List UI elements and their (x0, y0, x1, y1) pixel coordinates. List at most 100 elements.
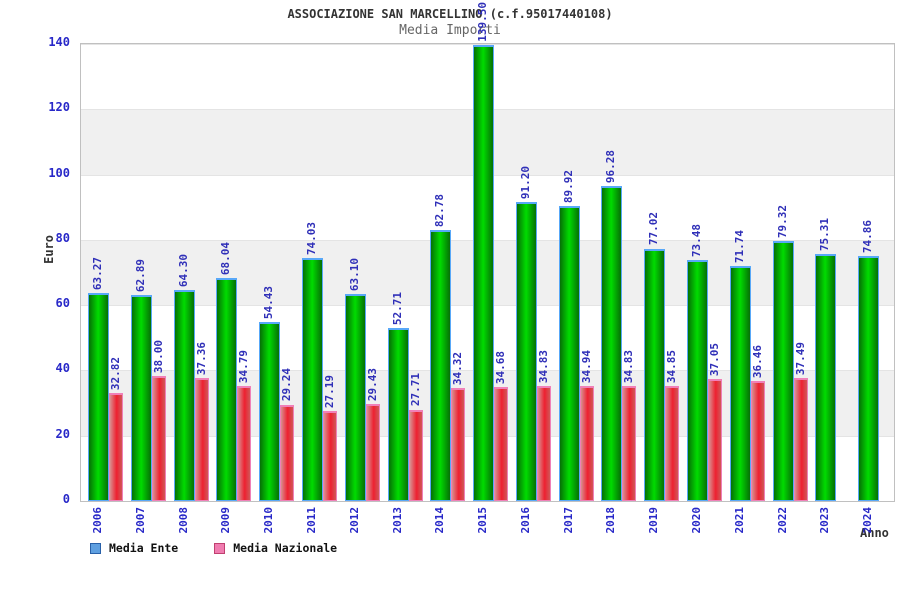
x-tick-label-2023: 2023 (818, 507, 832, 534)
bar-media-nazionale-2012 (365, 403, 380, 501)
value-label-media-nazionale-2013: 27.71 (408, 373, 422, 407)
value-label-media-ente-2020: 73.48 (690, 224, 704, 258)
bar-media-nazionale-2022 (793, 377, 808, 501)
bar-media-ente-2012 (344, 294, 366, 501)
x-tick-label-2009: 2009 (219, 507, 233, 534)
bar-media-ente-2008 (173, 290, 195, 501)
value-label-media-nazionale-2012: 29.43 (365, 367, 379, 401)
y-tick-label: 0 (62, 492, 70, 506)
legend-label-media-ente: Media Ente (109, 541, 179, 555)
legend-label-media-nazionale: Media Nazionale (233, 541, 338, 555)
value-label-media-nazionale-2019: 34.85 (665, 350, 679, 384)
value-label-media-nazionale-2020: 37.05 (708, 342, 722, 377)
bar-media-ente-2010 (259, 322, 281, 501)
value-label-media-nazionale-2006: 32.82 (109, 356, 122, 390)
legend-item-media-ente: Media Ente (90, 541, 178, 555)
value-label-media-nazionale-2007: 38.00 (151, 339, 165, 373)
bar-media-nazionale-2016 (536, 386, 551, 501)
value-label-media-ente-2022: 79.32 (775, 204, 789, 239)
value-label-media-nazionale-2014: 34.32 (451, 351, 465, 385)
value-label-media-ente-2019: 77.02 (647, 212, 661, 246)
x-tick-label-2021: 2021 (732, 507, 746, 534)
value-label-media-ente-2012: 63.10 (347, 257, 361, 292)
bar-media-ente-2019 (644, 248, 666, 501)
value-label-media-ente-2016: 91.20 (518, 166, 532, 200)
value-label-media-nazionale-2022: 37.49 (793, 341, 807, 375)
x-tick-label-2006: 2006 (91, 507, 104, 534)
bar-media-nazionale-2006 (109, 392, 123, 501)
value-label-media-ente-2021: 71.74 (732, 229, 746, 263)
chart-subtitle: Media Importi (399, 23, 501, 38)
bar-media-ente-2018 (601, 185, 623, 501)
x-tick-label-2014: 2014 (433, 507, 447, 534)
legend-swatch-media-ente (90, 542, 101, 554)
y-tick-label: 40 (55, 361, 70, 376)
y-tick-label: 140 (48, 35, 70, 49)
bar-media-nazionale-2014 (451, 387, 466, 501)
bar-media-nazionale-2008 (194, 378, 209, 501)
plot-area: 63.27 32.82 2006 62.89 38.00 2007 64.30 37.36 20… (80, 2, 895, 534)
bar-media-nazionale-2010 (280, 404, 295, 501)
bar-media-ente-2024 (858, 255, 880, 501)
bar-media-nazionale-2011 (322, 411, 337, 501)
x-tick-label-2007: 2007 (133, 507, 147, 534)
value-label-media-ente-2014: 82.78 (433, 193, 447, 227)
value-label-media-nazionale-2018: 34.83 (622, 350, 636, 384)
value-label-media-nazionale-2016: 34.83 (536, 350, 550, 384)
x-tick-label-2016: 2016 (518, 507, 532, 534)
value-label-media-ente-2013: 52.71 (390, 291, 404, 325)
bar-media-ente-2017 (558, 206, 580, 501)
bar-media-ente-2015 (473, 44, 495, 501)
bar-media-nazionale-2019 (665, 386, 680, 501)
x-tick-label-2011: 2011 (304, 507, 318, 534)
bar-media-ente-2009 (216, 277, 238, 501)
value-label-media-nazionale-2008: 37.36 (194, 341, 208, 376)
value-label-media-ente-2006: 63.27 (91, 257, 104, 291)
value-label-media-ente-2007: 62.89 (133, 258, 147, 292)
x-tick-label-2018: 2018 (604, 507, 618, 534)
bar-media-nazionale-2018 (622, 386, 637, 501)
y-tick-label: 100 (48, 165, 70, 180)
value-label-media-ente-2024: 74.86 (861, 219, 875, 253)
chart-legend: Media Ente Media Nazionale (90, 541, 363, 555)
bar-media-ente-2016 (515, 202, 537, 501)
bar-media-nazionale-2017 (579, 385, 594, 501)
x-tick-label-2012: 2012 (347, 507, 361, 534)
value-label-media-ente-2017: 89.92 (561, 170, 575, 204)
value-label-media-ente-2009: 68.04 (219, 241, 233, 275)
value-label-media-nazionale-2021: 36.46 (750, 344, 764, 378)
legend-item-media-nazionale: Media Nazionale (214, 541, 337, 555)
bar-media-ente-2011 (301, 258, 323, 501)
y-tick-label: 20 (55, 426, 70, 441)
value-label-media-nazionale-2010: 29.24 (280, 368, 294, 402)
x-tick-label-2022: 2022 (775, 507, 789, 534)
value-label-media-ente-2010: 54.43 (262, 286, 276, 320)
bar-media-ente-2022 (772, 241, 794, 501)
x-tick-label-2024: 2024 (861, 507, 875, 534)
bar-media-ente-2007 (130, 294, 152, 501)
x-tick-label-2010: 2010 (262, 507, 276, 534)
bar-media-nazionale-2007 (151, 375, 166, 501)
x-tick-label-2013: 2013 (390, 507, 404, 534)
value-label-media-nazionale-2011: 27.19 (322, 375, 336, 409)
bar-media-ente-2013 (387, 327, 409, 501)
x-tick-label-2008: 2008 (176, 507, 190, 534)
value-label-media-ente-2008: 64.30 (176, 253, 190, 288)
bar-media-ente-2014 (430, 229, 452, 501)
value-label-media-nazionale-2015: 34.68 (494, 350, 508, 384)
y-tick-label: 120 (48, 100, 70, 115)
value-label-media-ente-2023: 75.31 (818, 218, 832, 252)
x-axis-label: Anno (860, 526, 889, 540)
bar-media-nazionale-2013 (408, 409, 423, 501)
y-tick-label: 80 (55, 230, 70, 245)
bar-media-nazionale-2009 (237, 386, 252, 501)
x-tick-label-2015: 2015 (476, 507, 490, 534)
x-tick-label-2019: 2019 (647, 507, 661, 534)
bar-media-ente-2020 (687, 260, 709, 501)
bar-media-nazionale-2015 (494, 386, 509, 501)
bar-media-nazionale-2021 (750, 380, 765, 501)
bar-media-ente-2023 (815, 254, 837, 501)
value-label-media-ente-2018: 96.28 (604, 149, 618, 183)
bar-media-ente-2021 (729, 265, 751, 501)
